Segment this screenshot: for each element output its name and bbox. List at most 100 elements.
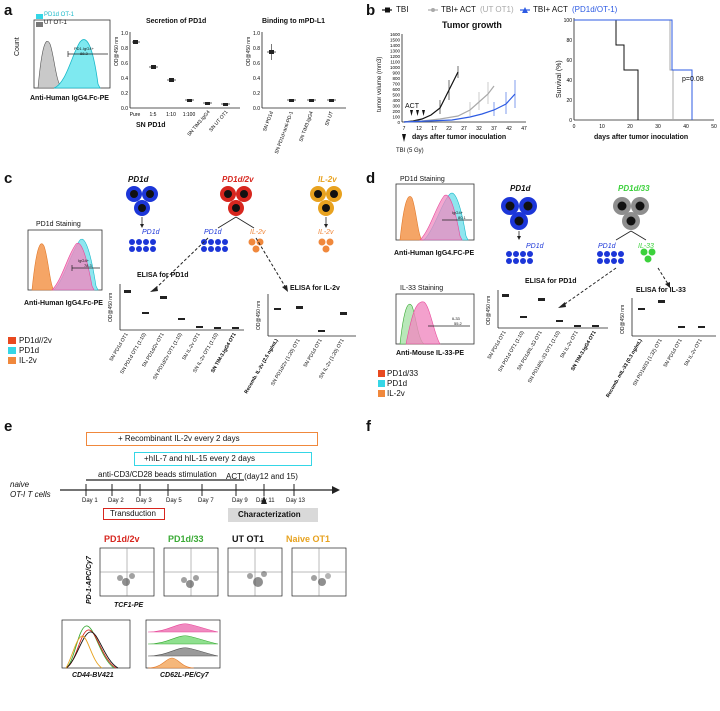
a-gate-label: PD1.IgG4+ — [74, 46, 94, 51]
b-s-xtick-0: 0 — [573, 124, 576, 130]
c-elisa2-chart: Recomb. IL-2v (2.5 ng/mL) SN PD1d/2v (1:… — [243, 294, 356, 395]
e-cd62l-xlabel: CD62L-PE/Cy7 — [160, 672, 209, 679]
b-g-ytick-16: 1600 — [390, 32, 401, 37]
c-flow-histogram — [27, 229, 103, 291]
b-g-ytick-1: 100 — [392, 115, 400, 120]
d-flow2-peak-pink — [405, 301, 441, 345]
b-growth-title: Tumor growth — [442, 20, 502, 30]
c-flow-peak-il2v — [31, 243, 55, 291]
a-pd1d-peak — [53, 39, 101, 89]
d-dashed-arrows — [558, 267, 670, 308]
c-e2-mark-2 — [318, 330, 325, 332]
a-bind-mark-anti-pd1 — [289, 99, 294, 102]
b-legend-tbi: TBI — [396, 5, 409, 14]
c-legend-il2v: IL-2v — [19, 356, 37, 365]
c-elisa1-ylabel: OD@450 nm — [108, 292, 114, 322]
c-cells-diagram — [126, 186, 342, 253]
c-flow-gate-value: 78.3 — [84, 263, 92, 268]
b-g-xtick-0: 7 — [403, 126, 406, 132]
a-secretion-title: Secretion of PD1d — [146, 18, 207, 25]
d-flow1-histogram — [395, 183, 475, 241]
e-group-pd1d2v: PD1d/2v — [104, 534, 140, 544]
c-e1-mark-6 — [232, 327, 239, 329]
c-beads-pd1d — [129, 239, 156, 252]
d-legend-swatch-il2v — [378, 390, 385, 397]
b-s-ytick-4: 80 — [566, 38, 572, 44]
d-cell-title-pd1d33: PD1d/33 — [618, 184, 650, 193]
c-e2-mark-0 — [274, 308, 281, 310]
b-survival-xlabel: days after tumor inoculation — [594, 134, 689, 141]
d-e1-mark-3 — [556, 320, 563, 322]
b-g-ytick-14: 1400 — [390, 43, 401, 48]
b-s-ytick-5: 100 — [564, 18, 573, 24]
e-characterization-arrow — [261, 496, 267, 504]
c-flow-title: PD1d Staining — [36, 221, 81, 228]
e-day-3: Day 3 — [136, 498, 152, 504]
e-cd62l-histogram — [145, 619, 221, 669]
a-secretion-ylabel: OD@450 nm — [114, 36, 120, 66]
b-legend — [382, 7, 530, 13]
b-legend-pd1d-ot1: (PD1d/OT-1) — [572, 5, 618, 14]
b-g-xtick-4: 27 — [461, 126, 467, 132]
d-flow1-xlabel: Anti-Human IgG4.FC-PE — [394, 250, 475, 257]
c-legend-swatch-pd1d2v — [8, 337, 16, 344]
c-e2-mark-1 — [296, 306, 303, 309]
b-tbi-arrow — [402, 134, 406, 142]
e-day-1: Day 1 — [82, 498, 98, 504]
d-elisa1-title: ELISA for PD1d — [525, 278, 577, 285]
a-flow-ylabel: Count — [14, 37, 21, 56]
c-cells-pd1d2v — [220, 186, 252, 216]
b-g-ytick-9: 900 — [392, 71, 400, 76]
d-flow1-gate-value: 80.1 — [458, 215, 466, 220]
d-e1-cat-4: SN IL-2v OT1 — [559, 330, 580, 360]
a-sec-cat-3: 1:100 — [183, 112, 196, 118]
d-beads-pd1d-b — [597, 251, 624, 264]
d-flow2-histogram — [395, 293, 475, 345]
e-box-il2v-text: + Recombinant IL-2v every 2 days — [118, 434, 240, 443]
d-legend-swatch-pd1d — [378, 380, 385, 387]
c-e1-mark-0 — [124, 290, 131, 293]
e-timeline — [60, 479, 340, 504]
c-legend-swatch-pd1d — [8, 347, 16, 354]
b-s-xtick-2: 20 — [627, 124, 633, 130]
d-secreted-pd1d-b: PD1d — [598, 243, 616, 250]
e-group-pd1d33: PD1d/33 — [168, 534, 204, 544]
c-cell-title-pd1d: PD1d — [128, 175, 149, 184]
a-secretion-xlabel: SN PD1d — [136, 122, 166, 129]
e-day-9: Day 9 — [232, 498, 248, 504]
b-s-xtick-1: 10 — [599, 124, 605, 130]
panel-label-a: a — [4, 2, 13, 19]
e-cd44-curve-black — [65, 631, 119, 669]
b-g-xtick-6: 37 — [491, 126, 497, 132]
c-e1-mark-2 — [160, 296, 167, 299]
b-s-ytick-2: 40 — [566, 78, 572, 84]
b-g-ytick-10: 1000 — [390, 65, 401, 70]
d-flow1-gate-label: IgG4+ — [452, 210, 464, 215]
e-cd44-histogram — [61, 619, 131, 669]
d-e2-mark-0 — [638, 308, 645, 310]
e-box-il2v — [86, 432, 318, 446]
d-elisa2-ylabel: OD@450 nm — [620, 304, 626, 334]
b-surv-pd1d — [574, 19, 693, 120]
b-tbi-label: TBI (5 Gy) — [396, 148, 424, 154]
a-ut-peak — [37, 41, 63, 89]
d-e1-mark-0 — [502, 294, 509, 297]
e-day-7: Day 7 — [198, 498, 214, 504]
e-transduction-box — [103, 508, 165, 520]
c-e1-mark-5 — [214, 327, 221, 329]
a-legend-ut: UT OT-1 — [44, 20, 67, 26]
a-bind-cat-3: SN UT — [324, 111, 335, 127]
a-binding-title: Binding to mPD-L1 — [262, 18, 325, 25]
c-e2-cat-3: SN IL-2v (1:20) OT1 — [318, 338, 346, 380]
c-e2-cat-2: SN PD1d OT1 — [303, 338, 324, 369]
d-elisa2-title: ELISA for IL-33 — [636, 287, 686, 294]
c-e1-cat-4: SN IL-2v OT1 — [181, 332, 202, 362]
b-act-arrows — [410, 110, 425, 116]
b-s-ytick-3: 60 — [566, 58, 572, 64]
c-elisa2-ylabel: OD@450 nm — [256, 300, 262, 330]
a-bind-cat-0: SN PD1d — [262, 110, 275, 132]
b-s-ytick-1: 20 — [566, 98, 572, 104]
d-e2-mark-2 — [678, 326, 685, 328]
d-flow1-peak-pd1d33 — [419, 194, 463, 241]
b-g-ytick-0: 0 — [397, 120, 400, 125]
